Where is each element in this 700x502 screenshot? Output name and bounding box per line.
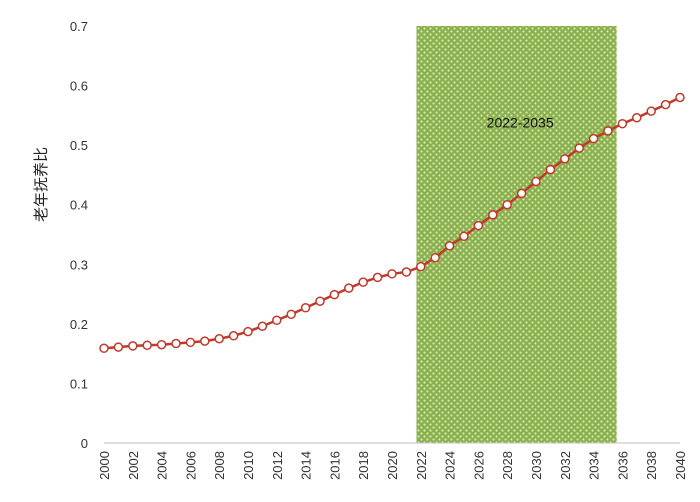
band-annotation: 2022-2035 <box>487 114 554 130</box>
x-tick-label: 2010 <box>241 451 256 480</box>
x-tick-label: 2022 <box>414 451 429 480</box>
data-point <box>473 220 484 231</box>
data-point <box>444 241 455 251</box>
x-tick-label: 2040 <box>673 451 688 480</box>
data-point <box>214 334 224 344</box>
x-tick-label: 2032 <box>558 451 573 480</box>
highlight-band <box>416 26 617 443</box>
data-point <box>560 154 570 164</box>
y-tick-label: 0.2 <box>70 317 88 332</box>
data-point <box>416 261 426 272</box>
data-point <box>646 106 656 116</box>
y-tick-label: 0.3 <box>70 257 88 272</box>
x-tick-label: 2016 <box>327 451 342 480</box>
x-tick-label: 2030 <box>529 451 544 480</box>
data-point <box>430 252 440 263</box>
x-tick-label: 2038 <box>644 451 659 480</box>
y-tick-label: 0.6 <box>70 79 88 94</box>
data-point <box>516 188 527 199</box>
data-point <box>531 176 541 187</box>
y-tick-label: 0 <box>81 436 88 451</box>
data-point <box>171 338 181 349</box>
x-tick-label: 2020 <box>385 451 400 480</box>
data-point <box>574 143 584 153</box>
x-tick-label: 2004 <box>155 451 170 480</box>
data-point <box>502 199 512 210</box>
data-point <box>344 283 354 293</box>
data-point <box>185 337 196 348</box>
x-tick-label: 2012 <box>270 451 285 480</box>
data-point <box>243 326 253 337</box>
data-point <box>488 210 498 220</box>
data-point <box>142 340 152 351</box>
y-tick-label: 0.1 <box>70 376 88 391</box>
data-point <box>660 99 671 110</box>
y-tick-label: 0.5 <box>70 138 88 153</box>
x-tick-label: 2028 <box>500 451 515 480</box>
data-point <box>588 133 599 144</box>
data-point <box>358 277 368 287</box>
y-axis-title: 老年抚养比 <box>32 147 50 222</box>
x-tick-label: 2026 <box>471 451 486 480</box>
data-point <box>272 315 282 326</box>
x-tick-label: 2024 <box>443 451 458 480</box>
data-point <box>228 331 239 341</box>
x-tick-label: 2034 <box>587 451 602 480</box>
y-tick-label: 0.4 <box>70 198 88 213</box>
data-point <box>128 341 138 351</box>
data-point <box>401 267 412 277</box>
data-point <box>675 92 685 103</box>
data-point <box>200 336 210 346</box>
x-tick-label: 2002 <box>126 451 141 480</box>
data-point <box>329 289 340 300</box>
data-point <box>603 126 613 136</box>
data-point <box>99 343 109 354</box>
x-tick-label: 2036 <box>615 451 630 480</box>
x-tick-label: 2014 <box>299 451 314 480</box>
y-tick-label: 0.7 <box>70 19 88 34</box>
data-point <box>372 272 383 283</box>
x-tick-label: 2006 <box>183 451 198 480</box>
x-tick-label: 2000 <box>97 451 112 480</box>
x-tick-label: 2018 <box>356 451 371 480</box>
data-point <box>387 269 397 279</box>
data-point <box>286 309 296 320</box>
data-point <box>257 321 268 331</box>
data-point <box>300 303 311 313</box>
data-point <box>156 339 167 350</box>
data-point <box>113 342 124 352</box>
data-point <box>459 231 469 242</box>
data-point <box>632 112 642 123</box>
data-point <box>545 164 556 175</box>
x-tick-label: 2008 <box>212 451 227 480</box>
data-point <box>617 118 628 129</box>
data-point <box>315 296 325 306</box>
